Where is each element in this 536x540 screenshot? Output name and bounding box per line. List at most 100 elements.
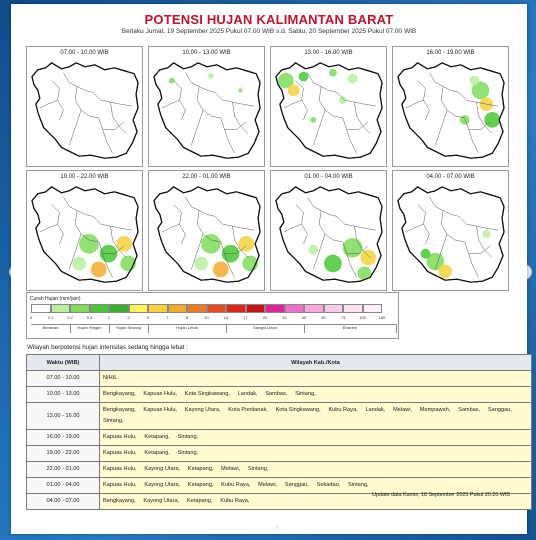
legend-swatch	[128, 304, 148, 313]
row-time: 04.00 - 07.00	[26, 493, 100, 510]
legend-tick-label: 0.3	[86, 315, 93, 320]
province-map	[275, 186, 383, 283]
legend-swatch	[284, 304, 304, 313]
table-header-region: Wilayah Kab./Kota	[99, 354, 532, 371]
map-panel[interactable]: 04.00 - 07.00 WIB	[392, 170, 509, 291]
map-panel-time: 19.00 - 22.00 WIB	[60, 174, 109, 180]
legend-tick-label: 20	[262, 315, 268, 320]
province-map	[153, 186, 261, 283]
table-row: 13.00 - 16.00 Bengkayang, Kapuas Hulu, Ka…	[26, 402, 532, 430]
table-header-time: Waktu (WIB)	[26, 354, 100, 371]
province-map	[397, 186, 505, 283]
legend-category: Ekstrem	[342, 325, 358, 330]
legend-swatch	[226, 304, 246, 313]
province-map	[31, 62, 139, 159]
forecast-card: POTENSI HUJAN KALIMANTAN BARAT Berlaku J…	[11, 4, 532, 534]
row-time: 22.00 - 01.00	[26, 461, 100, 478]
legend-tick-label: 3	[146, 315, 150, 320]
legend-category-separator	[148, 324, 149, 333]
validity-subtitle: Berlaku Jumat, 19 September 2025 Pukul 0…	[121, 28, 417, 35]
row-areas: Bengkayang, Kayong Utara, Ketapang, Kubu…	[99, 493, 532, 510]
legend-tick-label: 8	[185, 315, 189, 320]
map-panel-time: 10.00 - 13.00 WIB	[182, 50, 231, 56]
row-areas: Kapuas Hulu, Ketapang, Sintang,	[99, 445, 532, 462]
legend-category: Hujan Lebat	[176, 325, 198, 330]
update-footer: Update data Kamis, 18 September 2025 Puk…	[372, 492, 510, 498]
legend-ticks: 0 0.1 0.2 0.3 1 2 3 7 8 10 14 17 20 30 40 50 73 100 150	[29, 315, 396, 323]
legend-swatch	[343, 304, 363, 313]
table-row: 01.00 - 04.00 Kapuas Hulu, Kayong Utara, …	[26, 477, 532, 494]
legend-swatch	[148, 304, 168, 313]
row-time: 07.00 - 10.00	[26, 370, 100, 387]
row-time: 13.00 - 16.00	[26, 402, 100, 430]
map-panel[interactable]: 07.00 - 10.00 WIB	[26, 46, 143, 167]
legend-swatch	[206, 304, 226, 313]
table-row: 07.00 - 10.00 NIHIL	[26, 370, 532, 387]
row-time: 19.00 - 22.00	[26, 445, 100, 462]
map-panel[interactable]: 16.00 - 19.00 WIB	[392, 46, 509, 167]
province-map	[275, 62, 383, 159]
legend-tick-label: 150	[378, 315, 386, 320]
table-row: 19.00 - 22.00 Kapuas Hulu, Ketapang, Sint…	[26, 445, 532, 462]
legend-category: Hujan Ringan	[77, 325, 102, 330]
legend-tick-label: 17	[243, 315, 248, 320]
legend-swatch	[70, 304, 90, 313]
legend-tick-label: 1	[107, 315, 111, 320]
map-panel[interactable]: 19.00 - 22.00 WIB	[26, 170, 143, 291]
legend-tick-label: 50	[321, 315, 326, 320]
legend-swatch	[89, 304, 109, 313]
legend-category-separator	[109, 324, 110, 333]
legend-tick-label: 0.1	[47, 315, 54, 320]
legend-category: Sangat Lebat	[253, 325, 277, 330]
legend-category-separator	[226, 324, 227, 333]
legend-swatch	[167, 304, 187, 313]
row-areas: Kapuas Hulu, Kayong Utara, Ketapang, Mel…	[99, 461, 532, 478]
legend-swatch	[323, 304, 343, 313]
table-row: 04.00 - 07.00 Bengkayang, Kayong Utara, K…	[26, 493, 532, 510]
row-areas: NIHIL	[99, 370, 532, 387]
rainfall-legend: Curah Hujan (mm/jam) 0 0.1 0.2 0.3 1 2 3 7 8 10 14…	[26, 292, 399, 339]
row-time: 16.00 - 19.00	[26, 429, 100, 446]
legend-tick-label: 14	[223, 315, 229, 320]
map-panel-time: 16.00 - 19.00 WIB	[426, 50, 475, 56]
legend-tick-label: 100	[359, 315, 366, 320]
map-panel[interactable]: 10.00 - 13.00 WIB	[148, 46, 265, 167]
table-row: 22.00 - 01.00 Kapuas Hulu, Kayong Utara, …	[26, 461, 532, 478]
row-areas: Bengkayang, Kapuas Hulu, Kota Singkawang…	[99, 386, 532, 403]
map-panel-time: 22.00 - 01.00 WIB	[182, 174, 231, 180]
row-areas: Bengkayang, Kapuas Hulu, Kayong Utara, K…	[99, 402, 532, 430]
province-map	[153, 62, 261, 159]
legend-colorbar	[31, 304, 382, 313]
map-panel-time: 04.00 - 07.00 WIB	[426, 174, 475, 180]
legend-category-separator	[396, 324, 397, 333]
row-areas: Kapuas Hulu, Ketapang, Sintang,	[99, 429, 532, 446]
row-time: 10.00 - 13.00	[26, 386, 100, 403]
legend-swatch	[304, 304, 324, 313]
legend-category-separator	[304, 324, 305, 333]
legend-swatch	[265, 304, 285, 313]
legend-tick-label: 73	[340, 315, 346, 320]
legend-title: Curah Hujan (mm/jam)	[30, 296, 81, 302]
map-panel[interactable]: 22.00 - 01.00 WIB	[148, 170, 265, 291]
legend-tick-label: 0.2	[67, 315, 73, 320]
legend-swatch	[245, 304, 265, 313]
intro-text: Wilayah berpotensi hujan intensitas seda…	[27, 344, 189, 351]
province-map	[397, 62, 505, 159]
legend-tick-label: 0	[29, 315, 33, 320]
carousel-indicator[interactable]	[276, 526, 279, 529]
map-panel[interactable]: 01.00 - 04.00 WIB	[270, 170, 387, 291]
legend-category-line	[31, 324, 396, 325]
map-panel-time: 13.00 - 16.00 WIB	[304, 50, 353, 56]
legend-swatch	[109, 304, 129, 313]
legend-swatch	[362, 304, 382, 313]
legend-swatch	[31, 304, 51, 313]
table-row: 16.00 - 19.00 Kapuas Hulu, Ketapang, Sint…	[26, 429, 532, 446]
legend-category-separator	[70, 324, 71, 333]
legend-swatch	[50, 304, 70, 313]
table-row: 10.00 - 13.00 Bengkayang, Kapuas Hulu, Ko…	[26, 386, 532, 403]
row-time: 01.00 - 04.00	[26, 477, 100, 494]
map-panel[interactable]: 13.00 - 16.00 WIB	[270, 46, 387, 167]
legend-tick-label: 10	[204, 315, 209, 320]
legend-categories: Berawan Hujan Ringan Hujan Sedang Hujan Leb…	[31, 324, 397, 333]
map-panel-time: 07.00 - 10.00 WIB	[60, 50, 109, 56]
